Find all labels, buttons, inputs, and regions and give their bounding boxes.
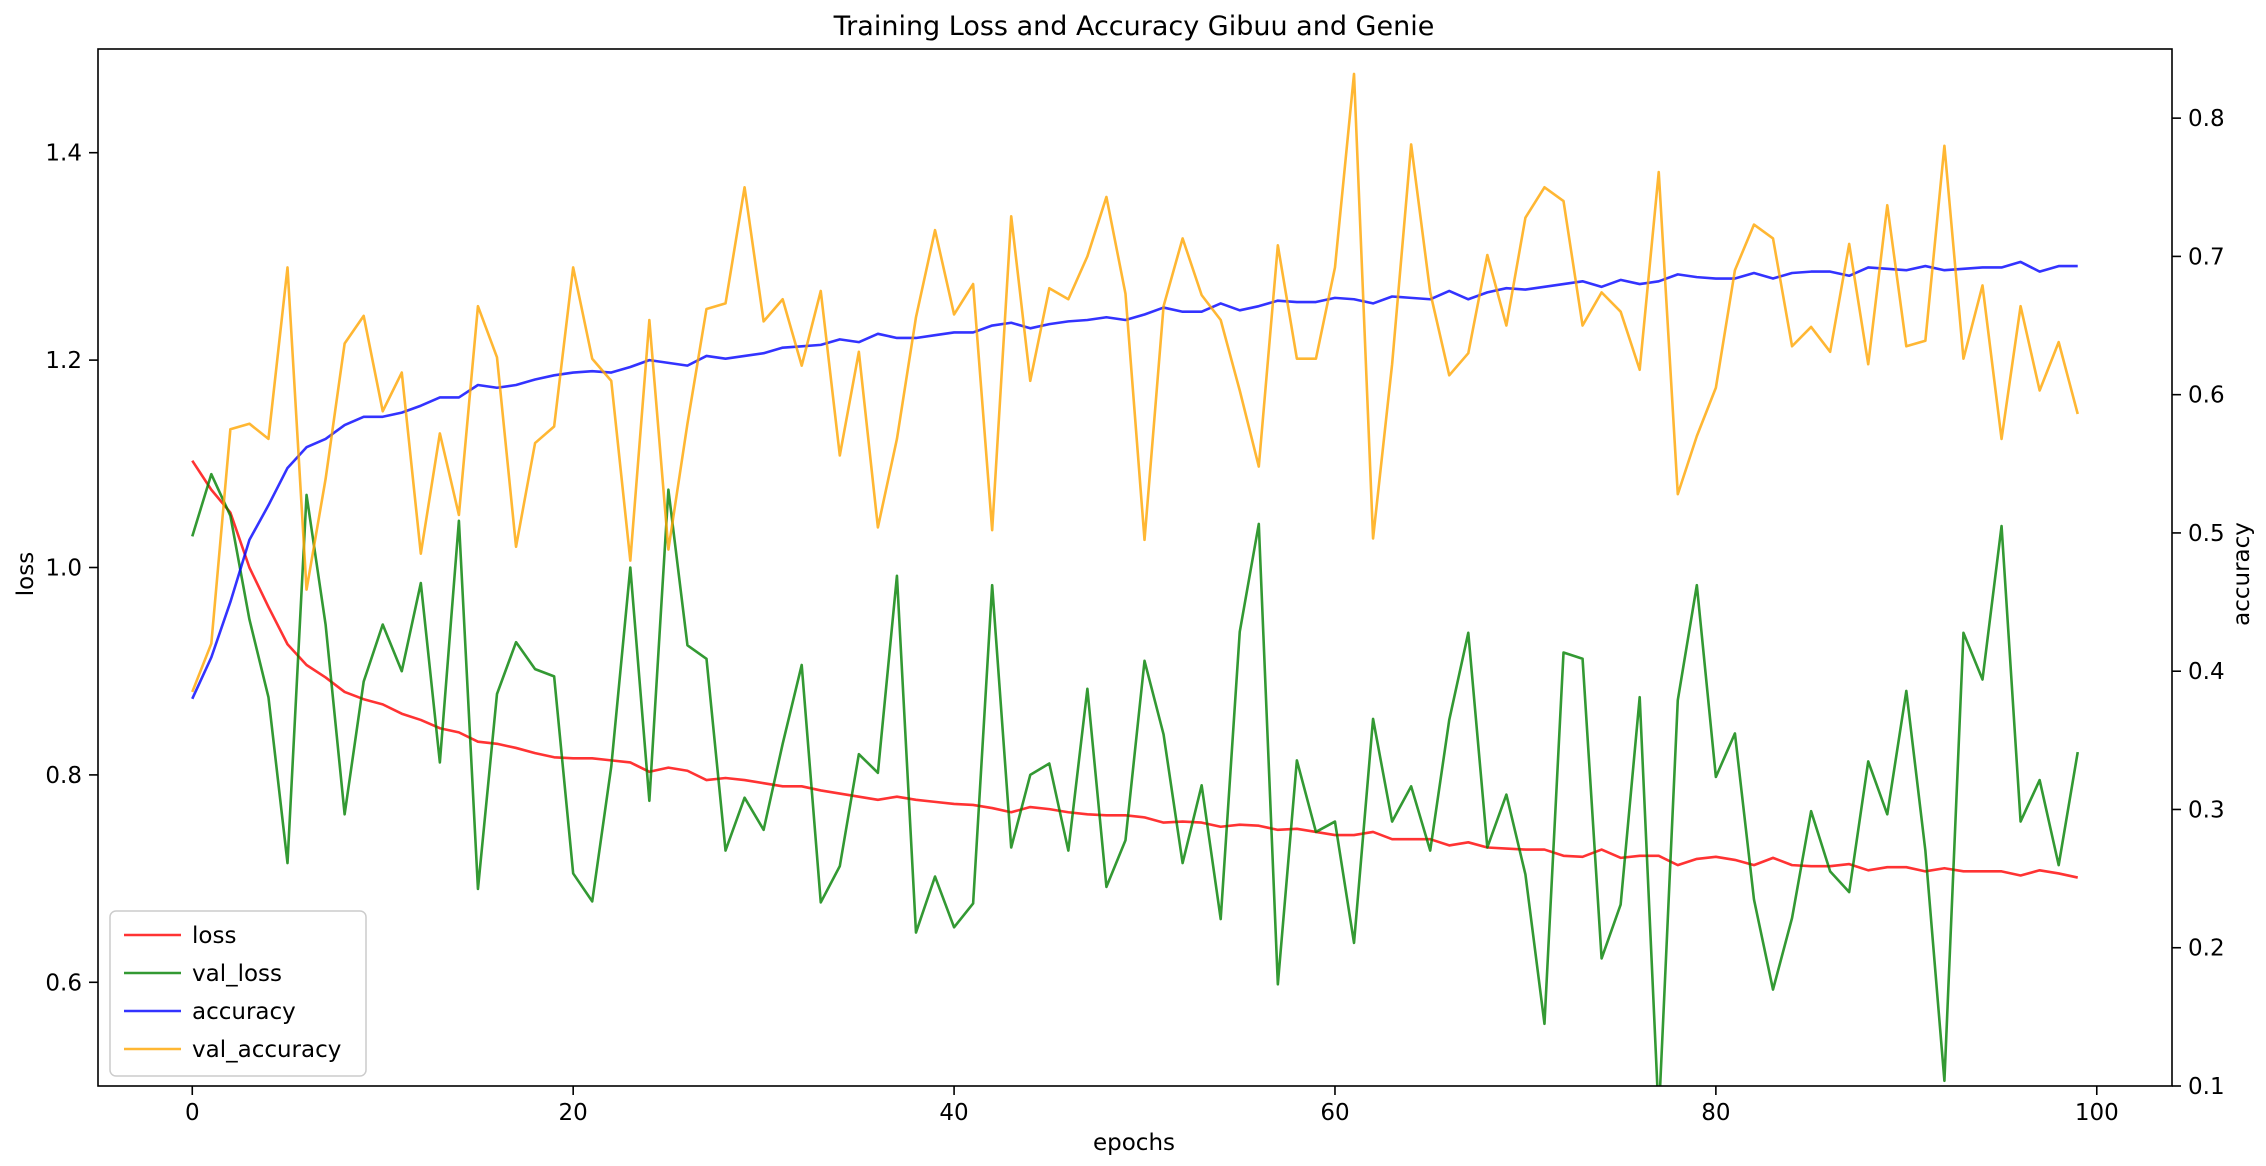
legend-label-accuracy: accuracy: [192, 999, 296, 1025]
x-tick-label: 80: [1701, 1100, 1730, 1126]
legend: loss val_loss accuracy val_accuracy: [109, 910, 367, 1077]
x-tick-label: 40: [939, 1100, 968, 1126]
series-line-val-accuracy: [191, 72, 2079, 693]
y-right-tick-label: 0.6: [2188, 383, 2225, 409]
y-right-tick-label: 0.8: [2188, 106, 2225, 132]
y-right-tick-label: 0.2: [2188, 936, 2225, 962]
x-tick-label: 20: [559, 1100, 588, 1126]
y-left-tick-label: 1.0: [45, 556, 82, 582]
series-line-val-loss: [191, 472, 2080, 1086]
legend-label-val-accuracy: val_accuracy: [192, 1037, 341, 1063]
legend-label-loss: loss: [192, 923, 236, 949]
y-axis-left-label: loss: [13, 552, 39, 596]
y-right-tick-label: 0.3: [2188, 797, 2225, 823]
y-right-tick-label: 0.4: [2188, 659, 2225, 685]
y-right-tick-label: 0.7: [2188, 244, 2225, 270]
x-axis-label: epochs: [1093, 1130, 1175, 1156]
y-left-tick-label: 0.8: [45, 763, 82, 789]
x-tick-label: 0: [185, 1100, 200, 1126]
x-tick-label: 60: [1320, 1100, 1349, 1126]
y-right-tick-label: 0.1: [2188, 1074, 2225, 1100]
chart-title: Training Loss and Accuracy Gibuu and Gen…: [833, 11, 1435, 42]
series-line-loss: [191, 459, 2079, 879]
y-left-tick-label: 1.2: [45, 348, 82, 374]
x-tick-label: 100: [2075, 1100, 2119, 1126]
x-axis: 0 20 40 60 80 100: [185, 1086, 2119, 1126]
series-line-accuracy: [191, 260, 2078, 700]
y-axis-right: 0.1 0.2 0.3 0.4 0.5 0.6 0.7 0.8: [2172, 106, 2225, 1100]
y-right-tick-label: 0.5: [2188, 521, 2225, 547]
series-layer: [191, 72, 2080, 1086]
legend-label-val-loss: val_loss: [192, 961, 282, 987]
y-axis-right-label: accuracy: [2229, 522, 2255, 626]
y-left-tick-label: 1.4: [45, 141, 82, 167]
y-left-tick-label: 0.6: [45, 970, 82, 996]
legend-frame: [109, 910, 367, 1077]
y-axis-left: 0.6 0.8 1.0 1.2 1.4: [45, 141, 98, 996]
